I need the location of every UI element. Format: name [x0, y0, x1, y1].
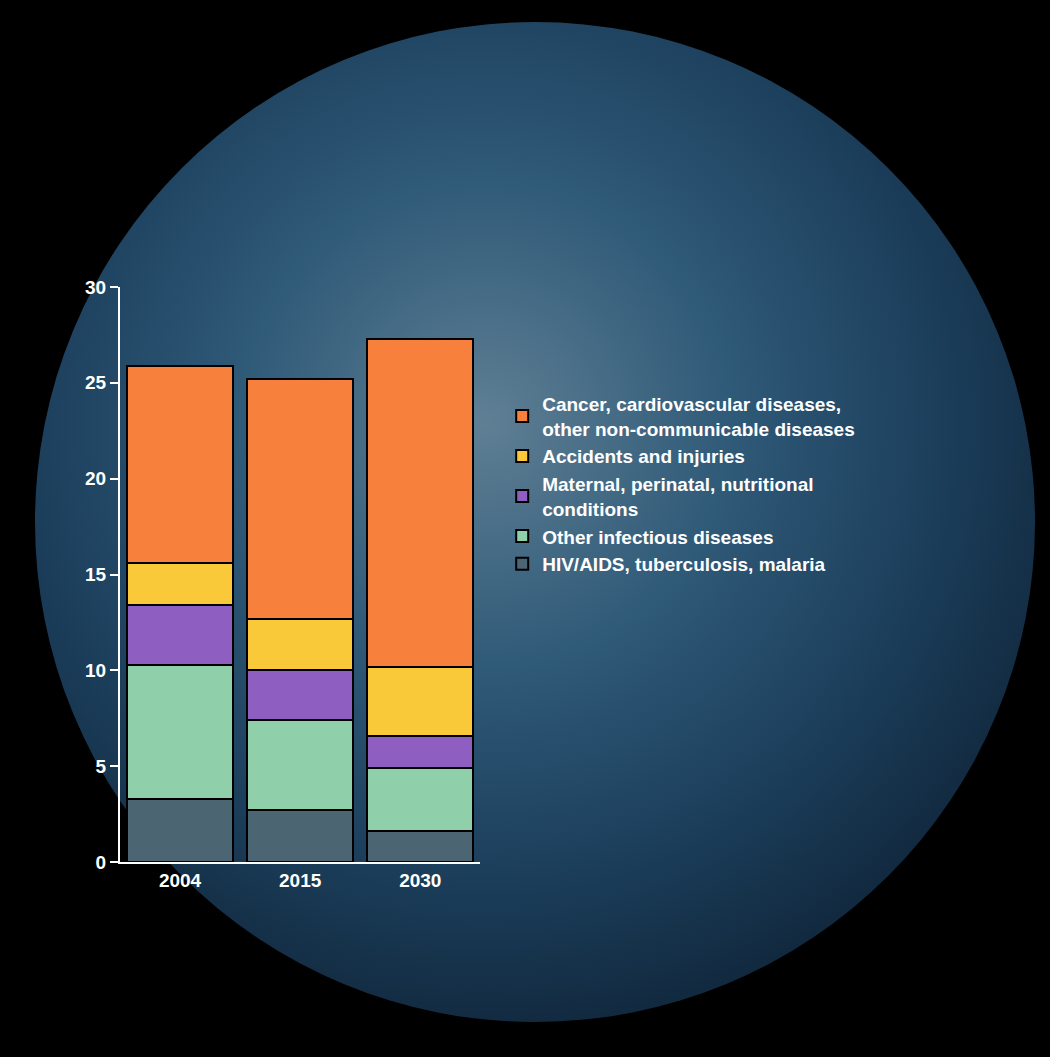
svg-text:0: 0 — [96, 852, 107, 873]
svg-text:Other infectious diseases: Other infectious diseases — [542, 527, 773, 548]
svg-text:HIV/AIDS, tuberculosis, malari: HIV/AIDS, tuberculosis, malaria — [542, 554, 825, 575]
svg-text:15: 15 — [85, 564, 107, 585]
svg-text:Accidents and injuries: Accidents and injuries — [542, 446, 745, 467]
svg-text:Maternal, perinatal, nutrition: Maternal, perinatal, nutritionalconditio… — [542, 474, 813, 520]
svg-text:2004: 2004 — [159, 870, 202, 891]
svg-text:25: 25 — [85, 372, 107, 393]
svg-text:10: 10 — [85, 660, 106, 681]
svg-text:30: 30 — [85, 277, 106, 298]
svg-text:20: 20 — [85, 468, 106, 489]
svg-text:2015: 2015 — [279, 870, 322, 891]
svg-text:Cancer, cardiovascular disease: Cancer, cardiovascular diseases,other no… — [542, 394, 855, 440]
svg-text:2030: 2030 — [399, 870, 441, 891]
svg-text:5: 5 — [96, 756, 107, 777]
